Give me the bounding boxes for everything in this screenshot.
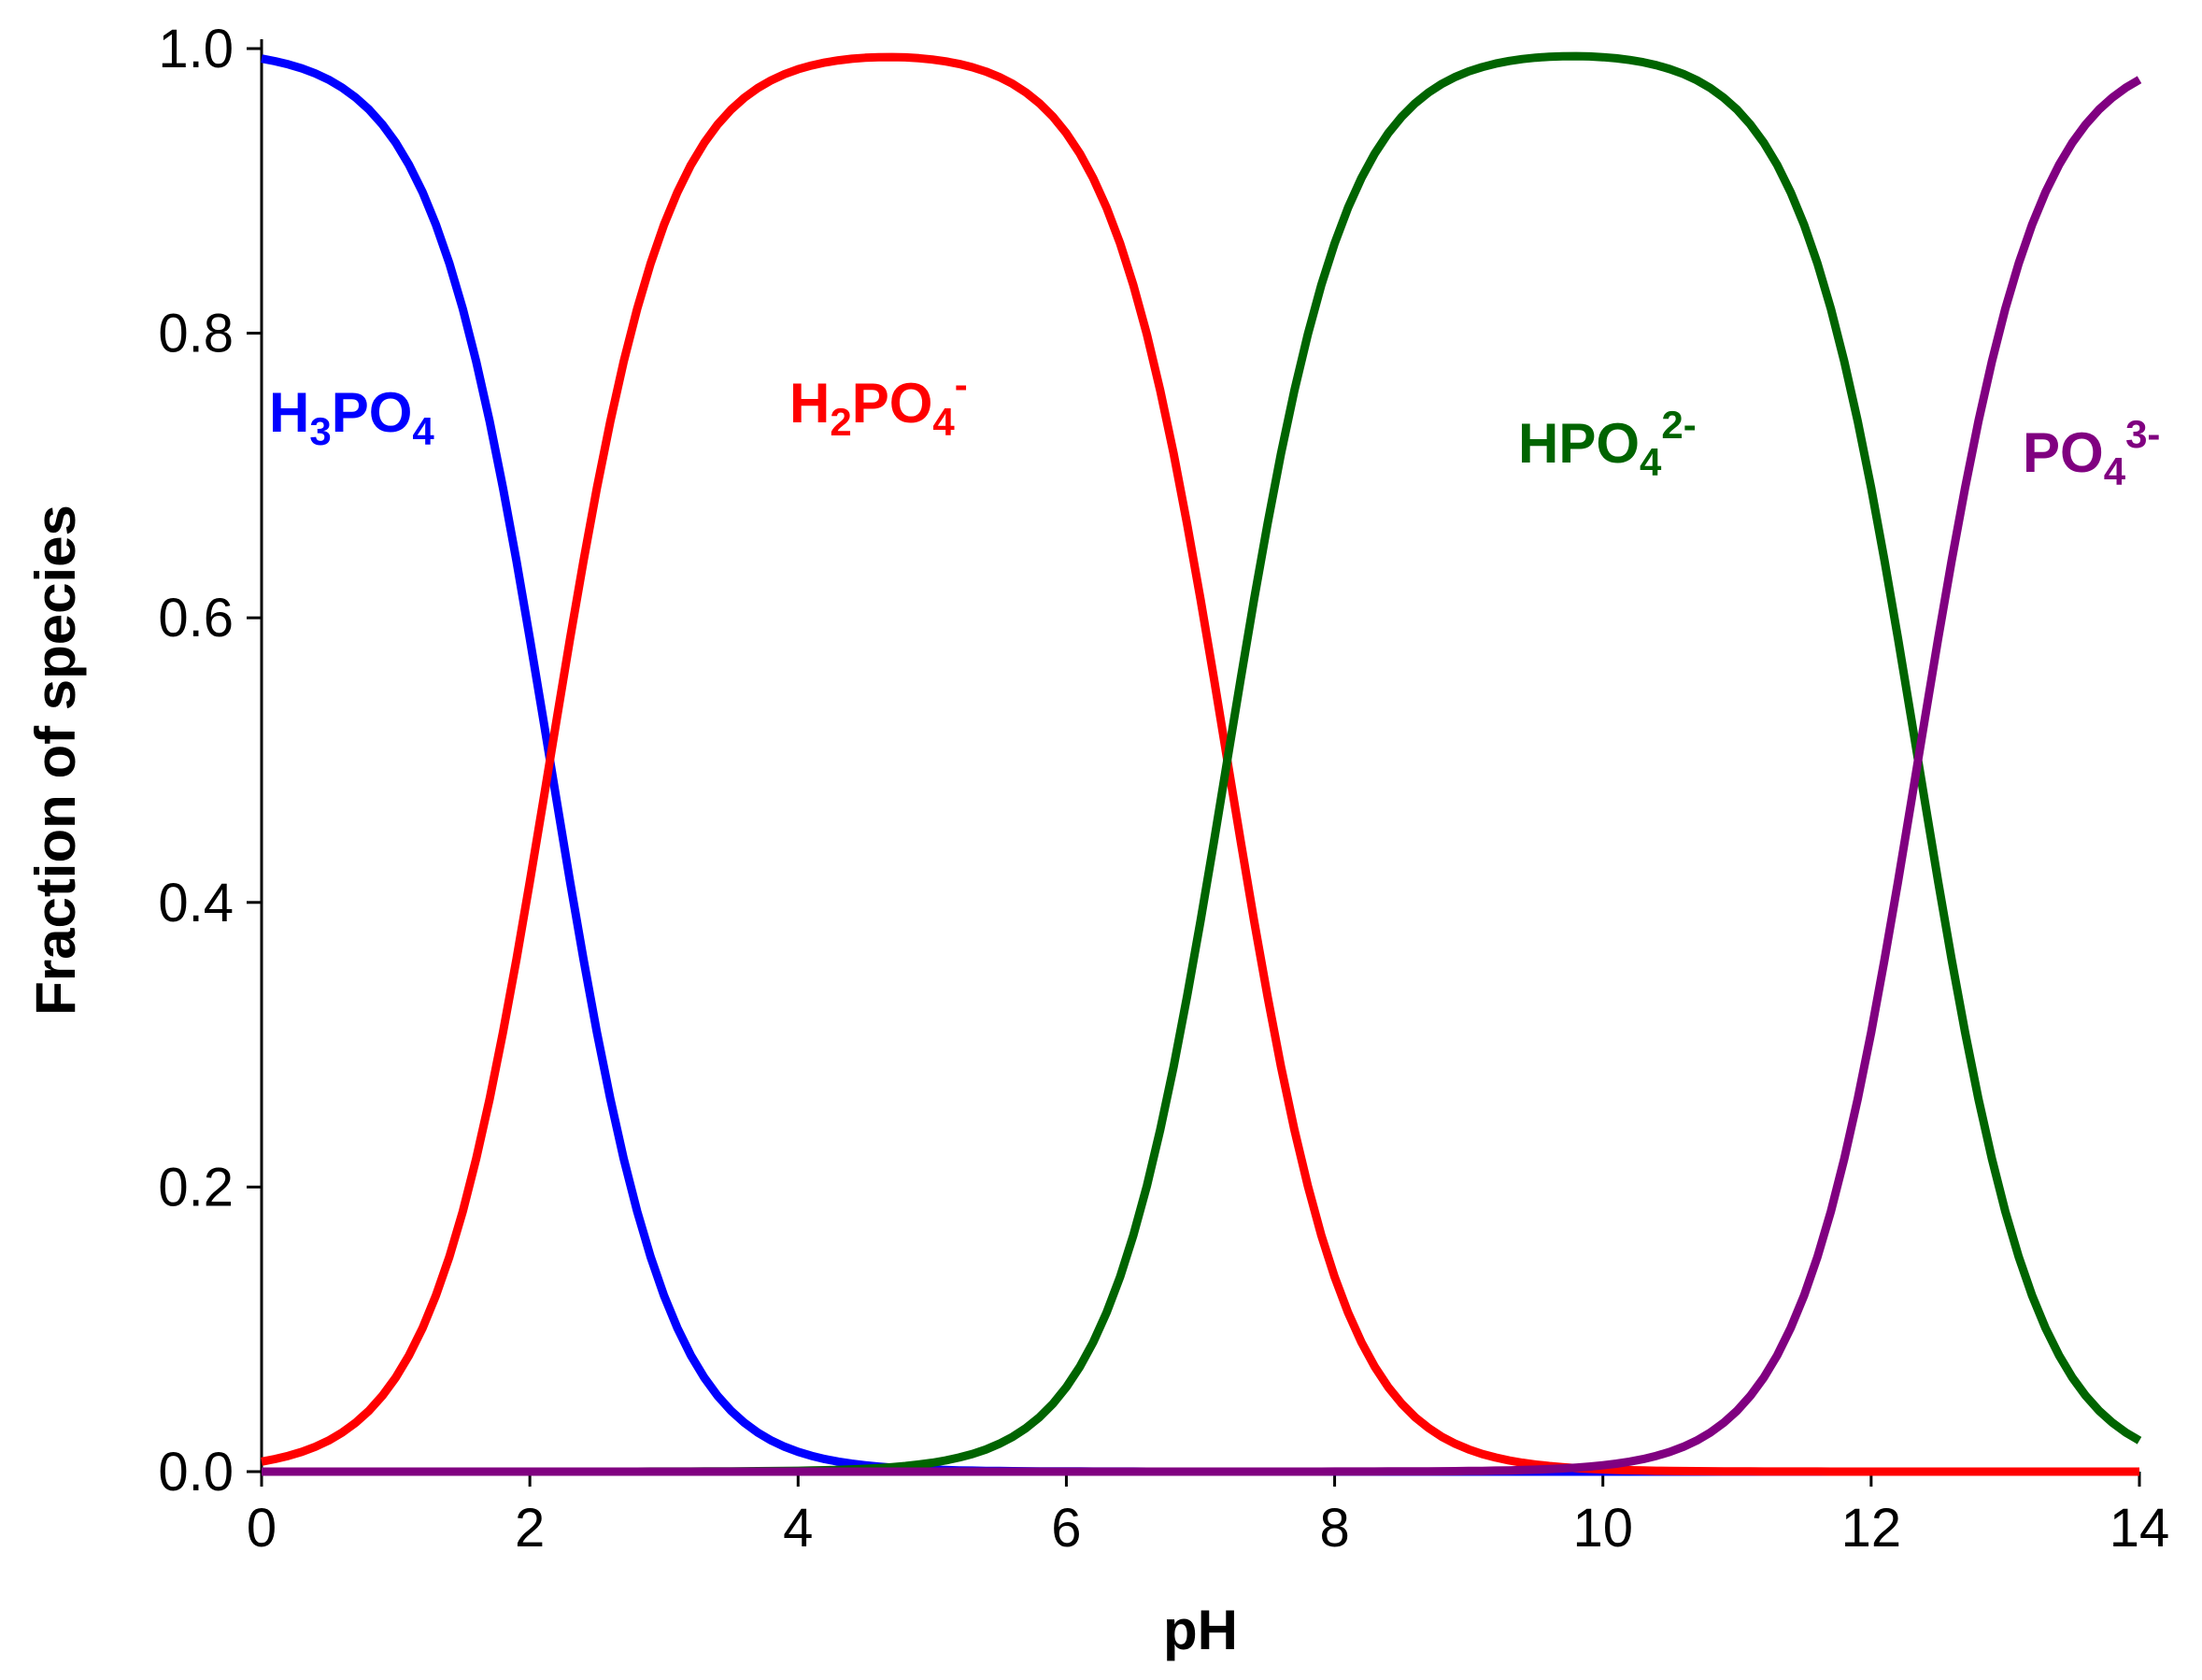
species-labels: H3PO4 H2PO4- HPO42- PO43- <box>269 363 2160 493</box>
x-tick-label: 8 <box>1319 1498 1349 1559</box>
y-tick-label: 1.0 <box>158 19 234 79</box>
axes <box>247 39 2141 1487</box>
y-tick-label: 0.8 <box>158 304 234 364</box>
y-tick-label: 0.4 <box>158 873 234 933</box>
x-tick-label: 6 <box>1051 1498 1081 1559</box>
x-tick-label: 2 <box>515 1498 545 1559</box>
x-tick-label: 14 <box>2110 1498 2170 1559</box>
series-lines <box>261 51 2142 1476</box>
tick-labels: 0 2 4 6 8 10 12 14 0.0 0.2 0.4 0.6 0.8 1.0 <box>158 19 2169 1559</box>
x-tick-label: 4 <box>783 1498 813 1559</box>
y-axis-title: Fraction of species <box>24 505 87 1016</box>
x-axis-title: pH <box>1163 1599 1238 1661</box>
species-label-3: HPO42- <box>1518 403 1697 484</box>
species-label-4: PO43- <box>2023 412 2160 493</box>
x-tick-label: 10 <box>1572 1498 1633 1559</box>
y-tick-label: 0.0 <box>158 1442 234 1502</box>
y-tick-label: 0.2 <box>158 1157 234 1217</box>
y-tick-label: 0.6 <box>158 588 234 648</box>
species-label-2: H2PO4- <box>789 363 968 444</box>
series-line-2 <box>261 52 2139 1476</box>
series-line-1 <box>261 54 2139 1476</box>
x-tick-label: 12 <box>1841 1498 1902 1559</box>
x-tick-label: 0 <box>247 1498 277 1559</box>
series-line-3 <box>262 51 2142 1476</box>
species-label-1: H3PO4 <box>269 381 434 453</box>
series-line-4 <box>262 76 2142 1476</box>
